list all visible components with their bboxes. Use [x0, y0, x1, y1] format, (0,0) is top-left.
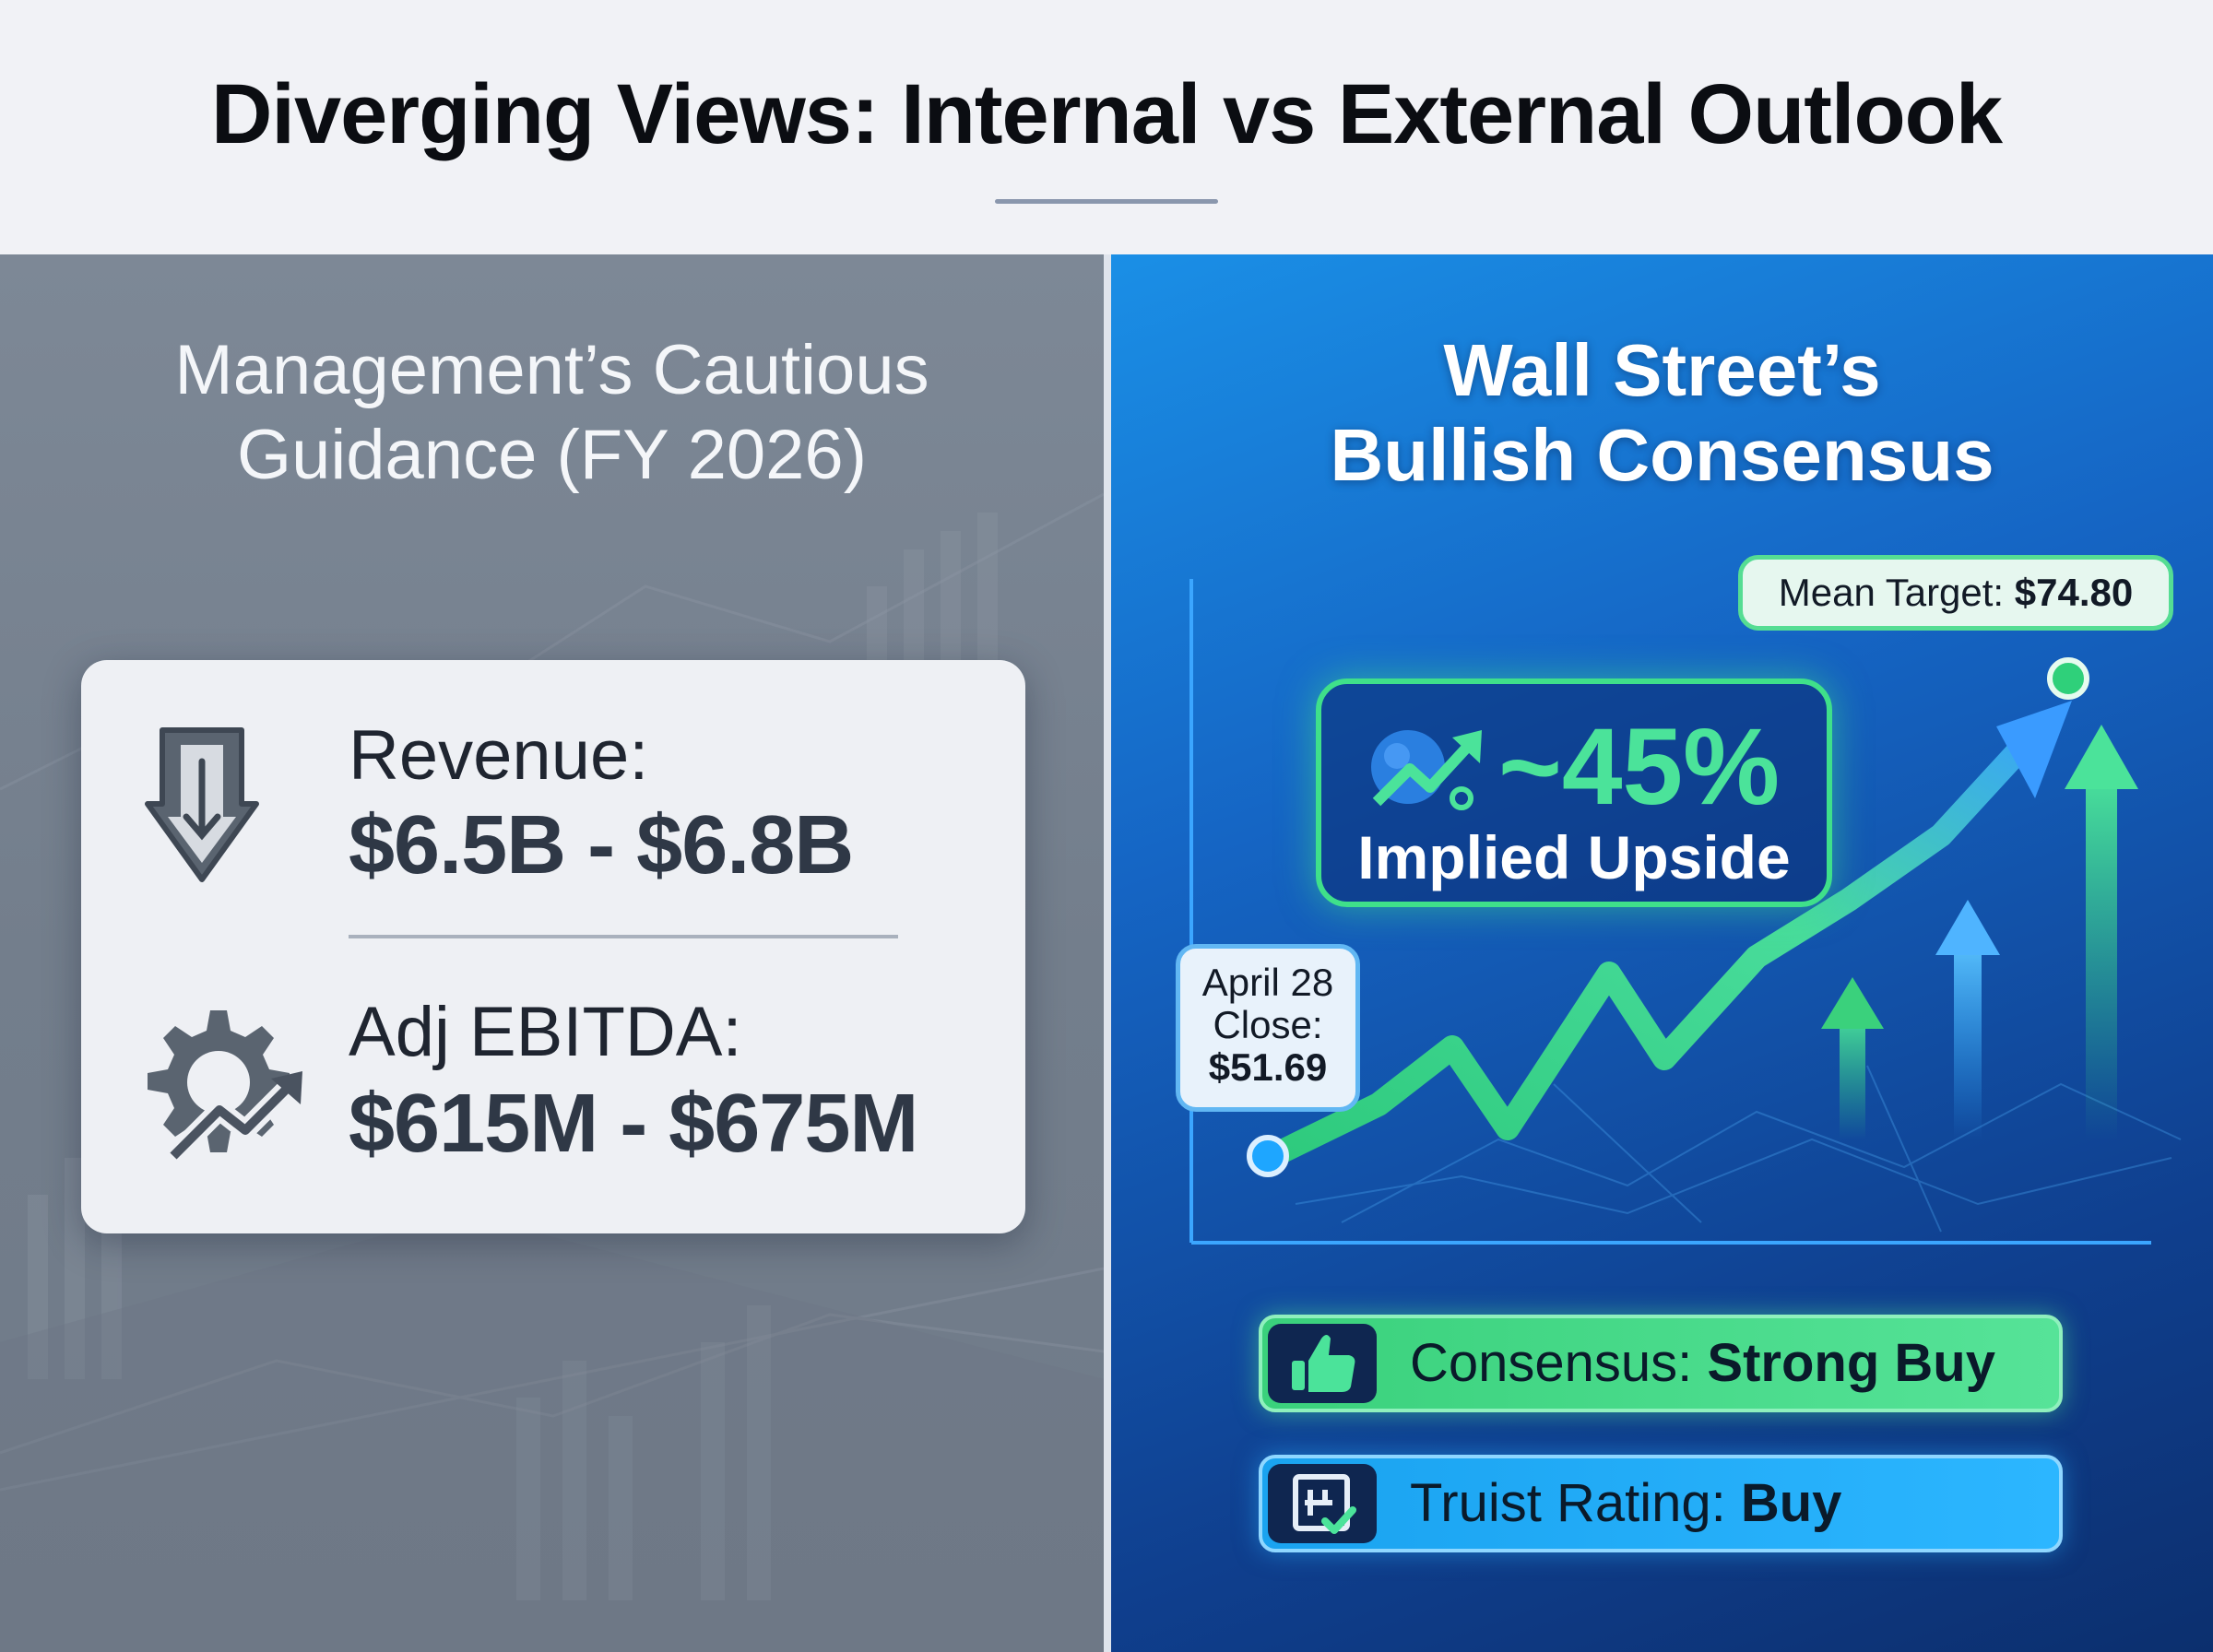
- guidance-card: Revenue: $6.5B - $6.8B Adj EBITDA: $615M…: [81, 660, 1025, 1233]
- truist-text: Truist Rating: Buy: [1410, 1458, 1841, 1549]
- network-lines: [1295, 1065, 2182, 1233]
- gear-growth-icon: [148, 1010, 302, 1163]
- ebitda-label: Adj EBITDA:: [349, 993, 742, 1071]
- consensus-label: Consensus:: [1410, 1333, 1708, 1393]
- card-divider: [349, 935, 898, 938]
- mean-target-label: Mean Target:: [1778, 571, 2015, 614]
- revenue-value: $6.5B - $6.8B: [349, 799, 854, 891]
- consensus-icon-box: [1268, 1324, 1377, 1403]
- wall-street-consensus-panel: Wall Street’s Bullish Consensus Mean Tar…: [1111, 254, 2213, 1652]
- implied-upside-label: Implied Upside: [1357, 823, 1791, 891]
- truist-rating-badge: Truist Rating: Buy: [1259, 1455, 2063, 1552]
- consensus-text: Consensus: Strong Buy: [1410, 1318, 1995, 1409]
- truist-label: Truist Rating:: [1410, 1473, 1741, 1533]
- ebitda-value: $615M - $675M: [349, 1078, 918, 1170]
- start-price-value: $51.69: [1208, 1045, 1328, 1089]
- page-title: Diverging Views: Internal vs External Ou…: [210, 67, 2003, 161]
- price-trend-line: [1257, 711, 2056, 1170]
- title-divider: [995, 199, 1218, 204]
- up-arrows: [1821, 725, 2138, 1139]
- consensus-badge: Consensus: Strong Buy: [1259, 1315, 2063, 1412]
- left-heading: Management’s Cautious Guidance (FY 2026): [0, 328, 1104, 498]
- consensus-value: Strong Buy: [1707, 1333, 1995, 1393]
- start-price-callout: April 28 Close: $51.69: [1176, 944, 1360, 1112]
- start-close-label: Close:: [1213, 1003, 1323, 1046]
- right-heading: Wall Street’s Bullish Consensus: [1111, 328, 2213, 498]
- thumbs-up-icon: [1292, 1335, 1355, 1392]
- mean-target-value: $74.80: [2014, 571, 2134, 614]
- start-price-point: [1247, 1135, 1289, 1177]
- implied-upside-value: ~45%: [1498, 706, 1781, 828]
- header: Diverging Views: Internal vs External Ou…: [0, 0, 2213, 254]
- management-guidance-panel: Management’s Cautious Guidance (FY 2026)…: [0, 254, 1104, 1652]
- panel-divider: [1104, 254, 1111, 1652]
- truist-icon-box: [1268, 1464, 1377, 1543]
- left-heading-line1: Management’s Cautious: [174, 331, 929, 409]
- down-arrow-icon: [145, 727, 259, 882]
- implied-upside-box: ~45% Implied Upside: [1316, 678, 1832, 907]
- start-date-label: April 28: [1201, 961, 1334, 1004]
- revenue-label: Revenue:: [349, 716, 649, 795]
- rating-check-icon: [1293, 1474, 1356, 1534]
- background-decoration: [0, 492, 1104, 1652]
- growth-chart-icon: [1371, 730, 1482, 810]
- mean-target-callout: Mean Target: $74.80: [1738, 555, 2173, 631]
- right-heading-line1: Wall Street’s: [1443, 329, 1881, 411]
- price-trend-arrowhead: [1996, 701, 2072, 798]
- target-price-point: [2047, 657, 2089, 700]
- truist-value: Buy: [1740, 1473, 1842, 1533]
- right-heading-line2: Bullish Consensus: [1330, 414, 1994, 496]
- price-chart: [1189, 579, 2182, 1245]
- left-heading-line2: Guidance (FY 2026): [237, 416, 867, 494]
